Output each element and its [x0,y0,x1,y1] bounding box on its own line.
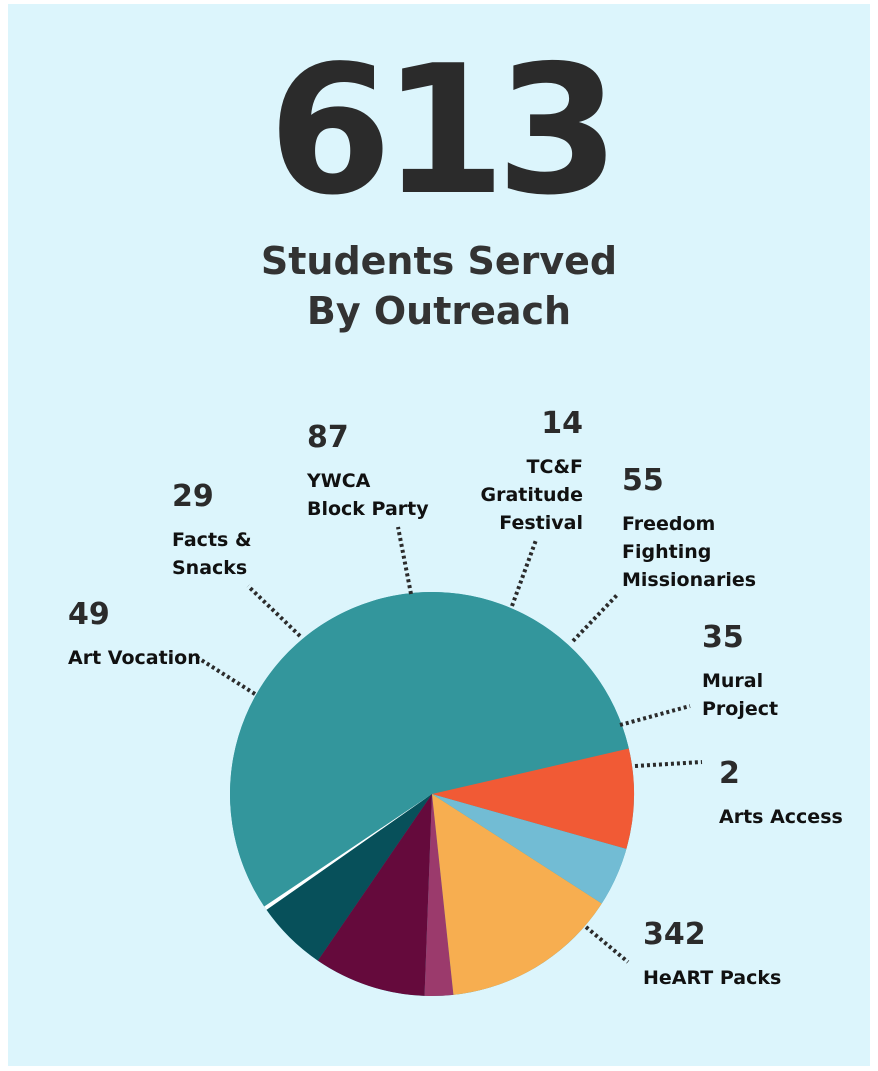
pie-slice-heart-packs [229,591,629,907]
category-label-art-vocation: Art Vocation [68,647,201,669]
value-label-arts-access: 2 [719,756,740,791]
category-label-facts-and-snacks: Facts & [172,529,252,551]
pie-slice-arts-access [264,794,432,910]
category-label-tcandf-gratitude-festival: Festival [499,512,583,534]
category-label-mural-project: Mural [702,670,763,692]
pie-slice-mural-project [266,794,432,961]
leader-line-tcandf-gratitude-festival [510,539,538,607]
category-label-ywca-block-party: Block Party [307,498,429,520]
leader-line-art-vocation [193,654,257,696]
subtitle-line-1: Students Served [260,239,618,283]
category-label-freedom-fighting-missionaries: Fighting [622,541,711,563]
pie-slice-freedom-fighting-missionaries [317,794,432,996]
value-label-freedom-fighting-missionaries: 55 [622,463,664,498]
category-label-mural-project: Project [702,698,778,720]
category-label-heart-packs: HeART Packs [643,967,781,989]
pie-slice-tcandf-gratitude-festival [424,794,454,996]
category-label-tcandf-gratitude-festival: Gratitude [481,484,583,506]
value-label-mural-project: 35 [702,620,744,655]
value-label-ywca-block-party: 87 [307,420,349,455]
leader-line-mural-project [619,704,691,727]
category-label-arts-access: Arts Access [719,806,843,828]
subtitle: Students Served By Outreach [0,236,878,336]
pie-slice-art-vocation [432,748,634,849]
leader-line-heart-packs [584,925,630,964]
total-students-number: 613 [268,27,620,234]
subtitle-line-2: By Outreach [306,289,572,333]
leader-line-freedom-fighting-missionaries [571,592,620,643]
value-label-art-vocation: 49 [68,597,110,632]
leader-line-facts-and-snacks [246,584,302,638]
category-label-freedom-fighting-missionaries: Missionaries [622,569,756,591]
category-label-freedom-fighting-missionaries: Freedom [622,513,715,535]
value-label-tcandf-gratitude-festival: 14 [541,406,583,441]
pie-slice-facts-and-snacks [432,794,627,904]
leader-line-ywca-block-party [396,526,413,595]
value-label-heart-packs: 342 [643,917,706,952]
category-label-facts-and-snacks: Snacks [172,557,247,579]
value-label-facts-and-snacks: 29 [172,479,214,514]
pie-slice-ywca-block-party [432,794,602,995]
category-label-ywca-block-party: YWCA [306,470,371,492]
category-label-tcandf-gratitude-festival: TC&F [527,456,583,478]
leader-line-arts-access [634,760,703,768]
